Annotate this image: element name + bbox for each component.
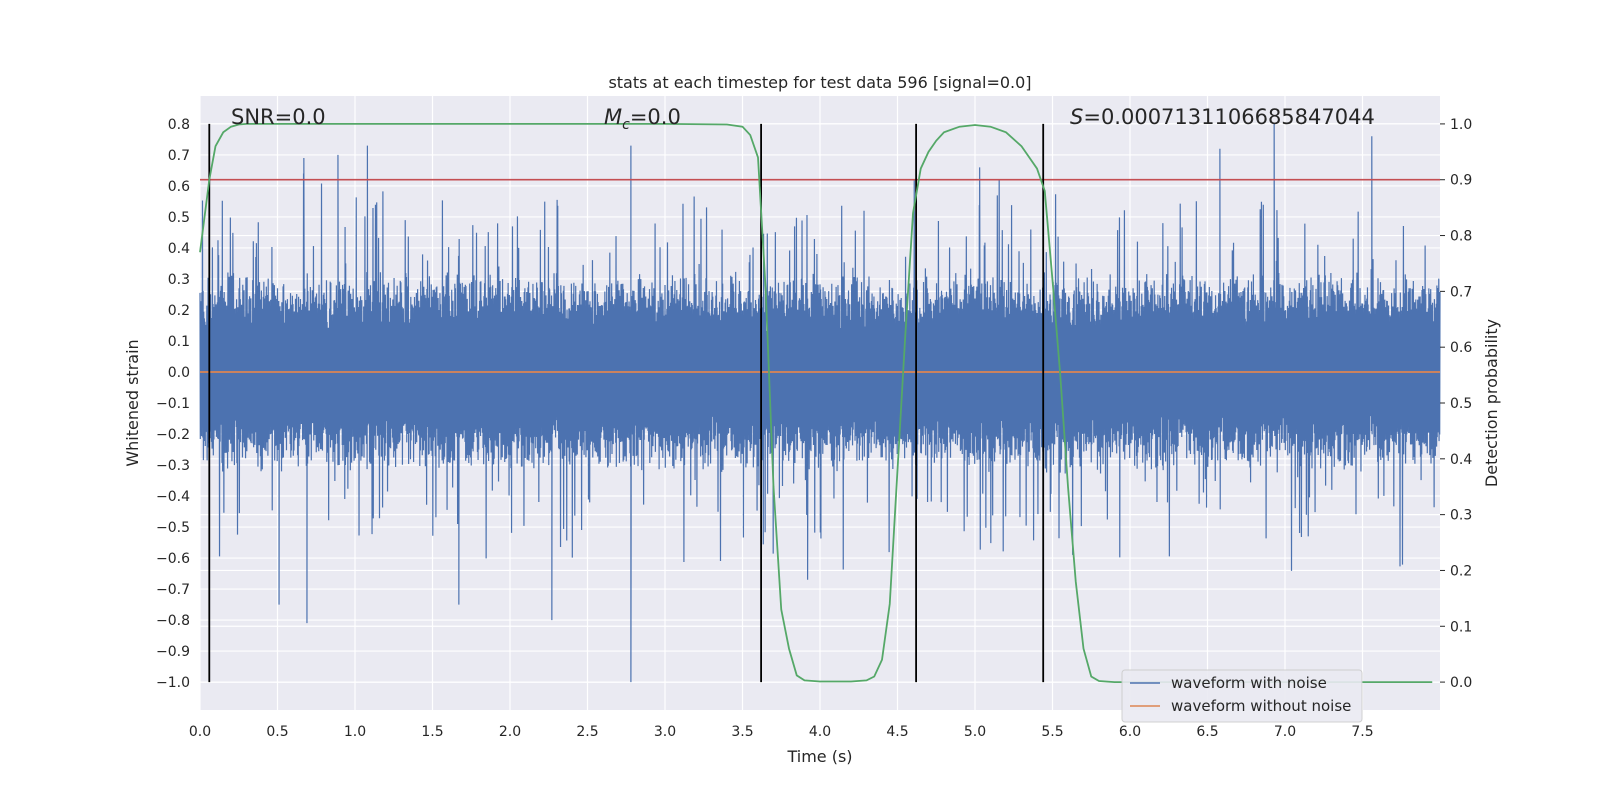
y2-tick-label: 0.8 [1450,229,1472,245]
y-tick-label: −0.6 [156,551,190,567]
y-tick-label: 0.5 [168,210,190,226]
y-tick-label: 0.7 [168,148,190,164]
y-tick-label: −0.5 [156,520,190,536]
legend-box [1121,669,1363,723]
y-tick-label: −1.0 [156,675,190,691]
tick-labels: 0.0 0.5 1.0 1.5 2.0 2.5 3.0 3.5 4.0 4.5 5.0 5.5 6.0 6… [156,117,1472,740]
y-tick-label: 0.2 [168,303,190,319]
x-tick-label: 6.0 [1119,724,1141,740]
legend-label-clean: waveform without noise [1171,697,1351,715]
x-tick-label: 4.0 [809,724,831,740]
y2-tick-label: 0.4 [1450,452,1472,468]
y2-axis-label: Detection probability [1482,319,1501,487]
series-waveform-with-noise [199,123,1441,683]
y-tick-label: −0.1 [156,396,190,412]
y2-tick-label: 0.6 [1450,340,1472,356]
x-tick-label: 1.0 [344,724,366,740]
y-tick-label: −0.4 [156,489,190,505]
y-tick-label: 0.0 [168,365,190,381]
series-detection-probability [199,123,1433,683]
x-tick-label: 3.5 [731,724,753,740]
x-tick-label: 5.5 [1041,724,1063,740]
x-tick-label: 0.0 [189,724,211,740]
legend-label-noise: waveform with noise [1171,674,1327,692]
x-tick-label: 0.5 [266,724,288,740]
y-tick-label: −0.8 [156,613,190,629]
x-tick-label: 6.5 [1196,724,1218,740]
y2-tick-label: 0.2 [1450,563,1472,579]
y-tick-label: 0.6 [168,179,190,195]
x-tick-label: 1.5 [421,724,443,740]
y-tick-label: −0.3 [156,458,190,474]
probability-trace [199,123,1433,683]
y-tick-label: 0.1 [168,334,190,350]
x-tick-label: 2.5 [576,724,598,740]
y-tick-label: −0.7 [156,582,190,598]
y-tick-label: 0.4 [168,241,190,257]
y-axis-label: Whitened strain [123,339,142,466]
chart-title: stats at each timestep for test data 596… [608,73,1031,92]
x-tick-label: 4.5 [886,724,908,740]
y2-tick-label: 0.3 [1450,508,1472,524]
noise-trace [199,123,1441,683]
y-tick-label: −0.2 [156,427,190,443]
y2-tick-label: 0.1 [1450,619,1472,635]
x-tick-label: 2.0 [499,724,521,740]
x-axis-label: Time (s) [786,747,852,766]
y2-tick-label: 0.7 [1450,284,1472,300]
x-tick-label: 7.5 [1351,724,1373,740]
y2-tick-label: 1.0 [1450,117,1472,133]
y-tick-label: −0.9 [156,644,190,660]
s-annotation: S=0.0007131106685847044 [1070,105,1375,129]
legend: waveform with noise waveform without noi… [1121,669,1363,723]
y-tick-label: 0.3 [168,272,190,288]
y-tick-label: 0.8 [168,117,190,133]
x-tick-label: 3.0 [654,724,676,740]
mc-annotation: Mc=0.0 [604,105,681,133]
x-tick-label: 7.0 [1274,724,1296,740]
x-tick-label: 5.0 [964,724,986,740]
snr-annotation: SNR=0.0 [231,105,326,129]
y2-tick-label: 0.9 [1450,173,1472,189]
y2-tick-label: 0.5 [1450,396,1472,412]
y2-tick-label: 0.0 [1450,675,1472,691]
